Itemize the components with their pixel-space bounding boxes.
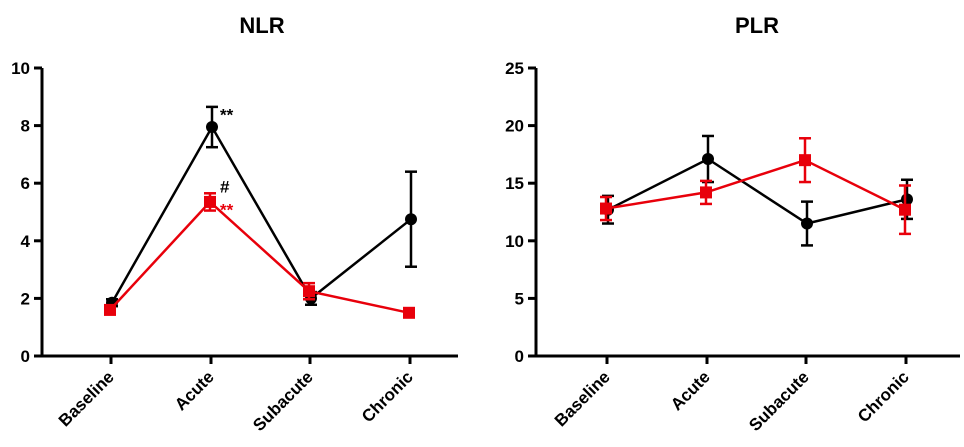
data-point: [700, 186, 712, 199]
data-point: [600, 202, 612, 215]
chart-title: PLR: [735, 13, 779, 38]
x-tick-label: Subacute: [249, 367, 317, 435]
series-line: [110, 124, 412, 304]
y-tick-label: 0: [515, 347, 524, 366]
y-tick-label: 0: [21, 347, 30, 366]
y-tick-label: 6: [21, 174, 30, 193]
x-tick-label: Chronic: [854, 367, 913, 426]
chart-panel-plr: PLR 0 5 10 15 20 25 Baseline Acute Subacute Chroni…: [505, 13, 960, 435]
x-tick-label: Acute: [171, 367, 218, 414]
significance-marker: **: [220, 105, 234, 124]
series-line: [607, 157, 908, 225]
y-tick-label: 20: [505, 117, 524, 136]
series-black-circles: [106, 105, 417, 309]
series-red-squares: [104, 192, 415, 319]
y-tick-label: 25: [505, 59, 524, 78]
data-point: [204, 195, 216, 208]
y-tick-label: 5: [515, 289, 524, 308]
data-point: [104, 303, 116, 316]
data-point: [702, 153, 714, 166]
data-point: [801, 217, 813, 230]
data-point: [799, 154, 811, 167]
y-tick-label: 2: [21, 289, 30, 308]
series-red-squares: [600, 137, 911, 236]
x-tick-label: Acute: [667, 367, 714, 414]
data-point: [899, 203, 911, 216]
data-point: [403, 306, 415, 319]
chart-panel-nlr: NLR 0 2 4 6 8 10 Baseline Acute Subacute Chronic **…: [11, 13, 458, 435]
data-point: [206, 121, 218, 134]
x-tick-label: Baseline: [55, 367, 118, 430]
y-tick-label: 15: [505, 174, 524, 193]
x-tick-label: Chronic: [358, 367, 417, 426]
x-tick-label: Baseline: [551, 367, 614, 430]
y-tick-label: 8: [21, 117, 30, 136]
y-tick-label: 4: [21, 232, 31, 251]
series-line: [109, 200, 410, 315]
x-tick-label: Subacute: [745, 367, 813, 435]
data-point: [303, 285, 315, 298]
series-line: [605, 158, 906, 211]
chart-title: NLR: [239, 13, 284, 38]
data-point: [901, 193, 913, 206]
data-point: [405, 213, 417, 226]
y-tick-label: 10: [505, 232, 524, 251]
y-tick-label: 10: [11, 59, 30, 78]
significance-marker: **: [220, 200, 234, 219]
significance-marker: #: [220, 177, 230, 196]
